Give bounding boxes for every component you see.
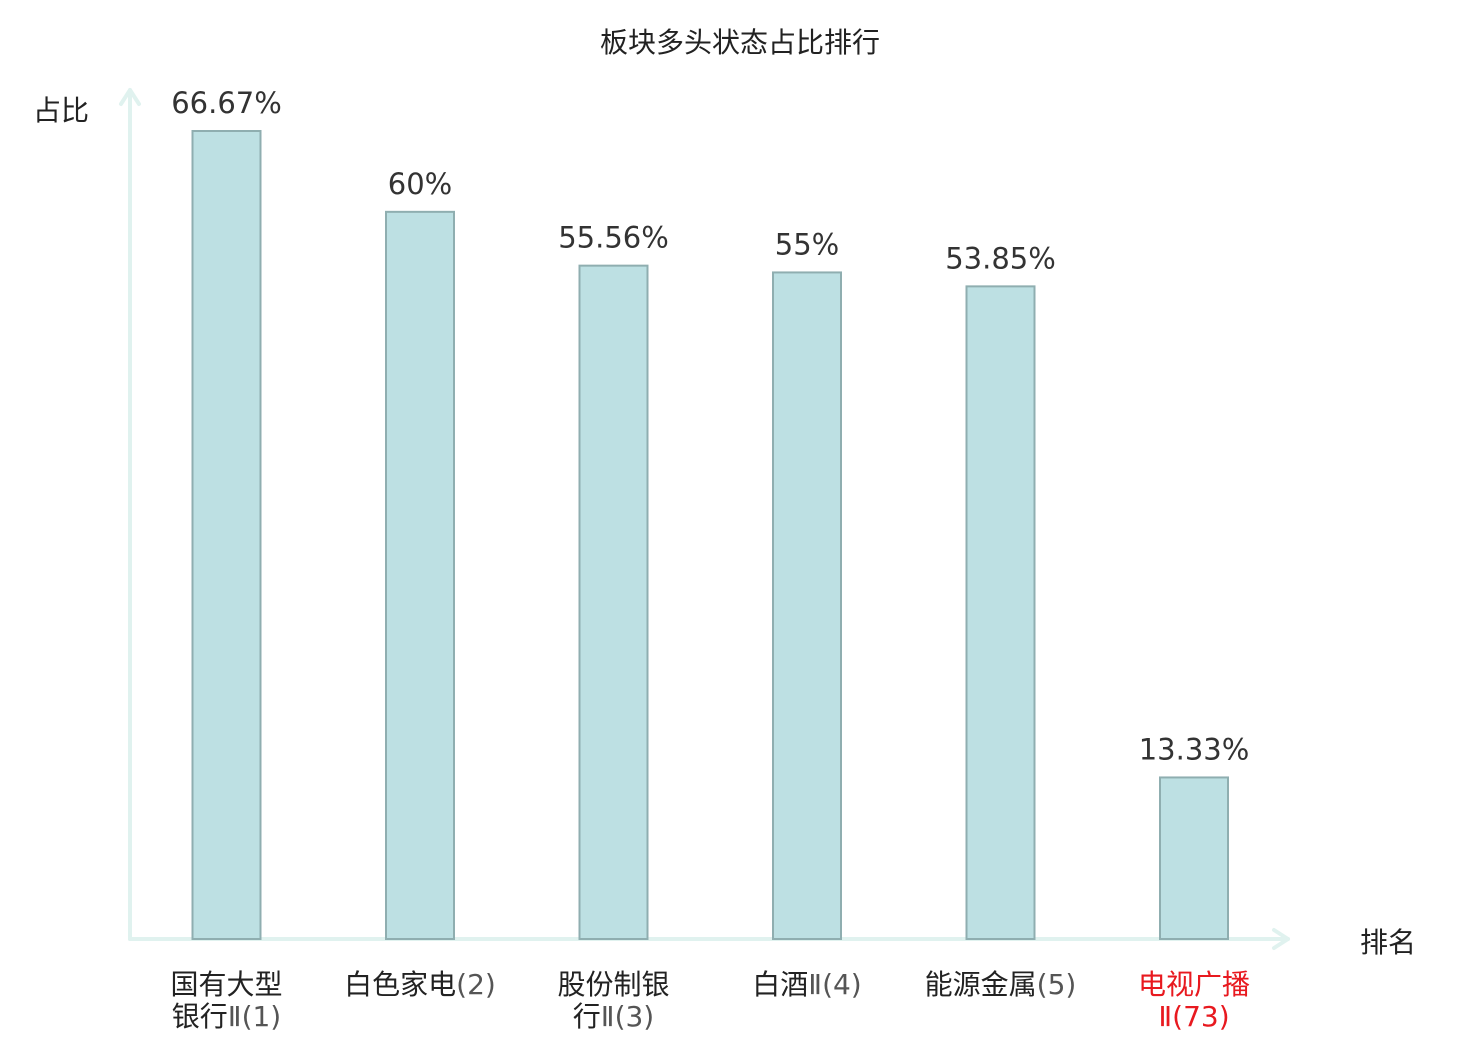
- category-label: 电视广播: [1138, 968, 1250, 1001]
- category-label: 能源金属(5): [925, 968, 1077, 1001]
- category-label-suffix: Ⅱ(3): [601, 1000, 654, 1033]
- category-label-suffix: (2): [456, 968, 496, 1001]
- category-label: 银行Ⅱ(1): [172, 1000, 281, 1033]
- x-axis-arrow: [1272, 928, 1290, 950]
- category-label-text: 能源金属: [925, 968, 1037, 1001]
- x-axis-label: 排名: [1360, 926, 1416, 959]
- category-label: Ⅱ(73): [1158, 1000, 1229, 1033]
- bar: [385, 210, 455, 940]
- category-label-suffix: (5): [1037, 968, 1077, 1001]
- chart-title: 板块多头状态占比排行: [600, 26, 880, 59]
- category-label: 行Ⅱ(3): [573, 1000, 654, 1033]
- category-label: 股份制银: [557, 968, 669, 1001]
- bar: [772, 271, 842, 940]
- bar: [578, 264, 649, 940]
- category-label-suffix: Ⅱ(4): [808, 968, 861, 1001]
- category-label-text: 白酒: [752, 968, 808, 1001]
- category-label: 白酒Ⅱ(4): [752, 968, 861, 1001]
- category-label-text: 电视广播: [1138, 968, 1250, 1001]
- category-label: 白色家电(2): [344, 968, 496, 1001]
- bars: [191, 130, 1229, 941]
- value-label: 60%: [388, 167, 452, 201]
- value-label: 55%: [775, 227, 839, 261]
- value-labels: 66.67% 60% 55.56% 55% 53.85% 13.33%: [171, 86, 1249, 766]
- bar: [965, 285, 1036, 941]
- bar: [191, 130, 262, 940]
- value-label: 66.67%: [171, 86, 282, 120]
- category-label-suffix: Ⅱ(1): [228, 1000, 281, 1033]
- y-axis-label: 占比: [33, 94, 89, 127]
- value-label: 13.33%: [1139, 732, 1250, 766]
- bar: [1159, 776, 1229, 941]
- category-label-text: 股份制银: [557, 968, 669, 1001]
- value-label: 55.56%: [558, 221, 669, 255]
- category-label: 国有大型: [170, 968, 282, 1001]
- category-label-text: 国有大型: [170, 968, 282, 1001]
- category-label-text: 银行: [172, 1000, 228, 1033]
- category-label-suffix: Ⅱ(73): [1158, 1000, 1229, 1033]
- category-label-text: 白色家电: [344, 968, 456, 1001]
- value-label: 53.85%: [945, 241, 1056, 275]
- axes: [119, 88, 1290, 950]
- category-label-text: 行: [573, 1000, 601, 1033]
- y-axis-arrow: [119, 88, 141, 106]
